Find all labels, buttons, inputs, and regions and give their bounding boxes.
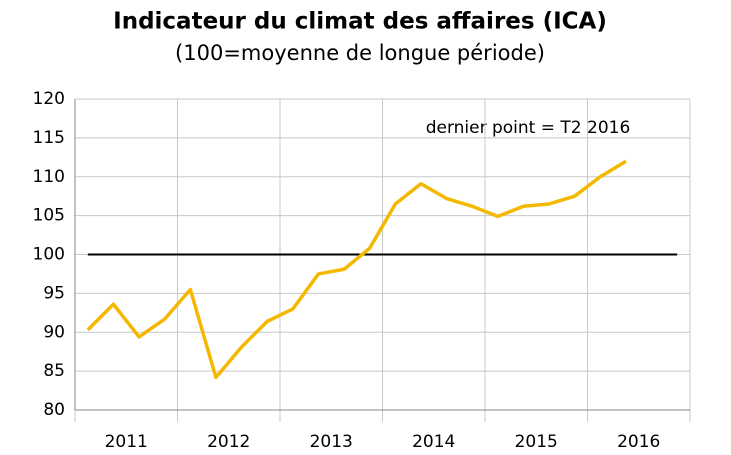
x-tick-label: 2011	[105, 432, 148, 452]
x-tick-label: 2013	[310, 432, 353, 452]
y-tick-label: 85	[43, 361, 65, 381]
chart-title: Indicateur du climat des affaires (ICA)	[113, 9, 607, 35]
y-tick-label: 90	[43, 322, 65, 342]
data-line	[86, 159, 627, 380]
y-tick-label: 80	[43, 400, 65, 420]
y-tick-label: 115	[33, 128, 65, 148]
annotation: dernier point = T2 2016	[426, 118, 631, 138]
x-tick-label: 2016	[617, 432, 660, 452]
x-tick-label: 2015	[515, 432, 558, 452]
y-tick-label: 120	[33, 89, 65, 109]
y-tick-label: 100	[33, 245, 65, 265]
chart-subtitle: (100=moyenne de longue période)	[175, 41, 545, 65]
y-tick-label: 105	[33, 206, 65, 226]
y-tick-label: 95	[43, 283, 65, 303]
x-tick-label: 2012	[207, 432, 250, 452]
x-tick-label: 2014	[412, 432, 455, 452]
y-tick-label: 110	[33, 167, 65, 187]
